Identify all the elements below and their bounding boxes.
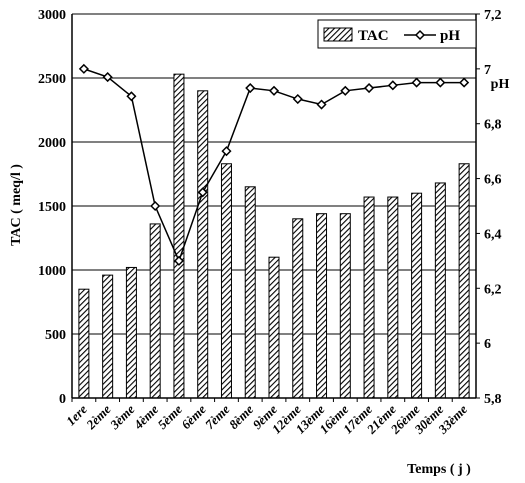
point-ph (173, 255, 185, 266)
point-ph (435, 77, 446, 88)
bar-tac (197, 90, 209, 399)
y2-tick-label: 6,4 (484, 227, 502, 242)
bar-tac (78, 288, 90, 399)
bar-tac (316, 213, 328, 399)
x-tick-label: 2ème (83, 401, 114, 432)
x-tick-label: 8ème (226, 401, 257, 432)
y-tick-label: 1500 (38, 200, 66, 215)
y-tick-label: 3000 (38, 8, 66, 23)
bar-tac (363, 196, 375, 399)
point-ph (245, 82, 256, 94)
point-ph (197, 187, 208, 198)
legend-ph-label: pH (440, 28, 460, 44)
point-ph (150, 200, 161, 212)
bar-tac (458, 163, 470, 399)
y2-axis-title: pH (491, 77, 510, 92)
y-tick-label: 2000 (38, 136, 66, 151)
y2-tick-label: 5,8 (484, 392, 502, 407)
legend: TAC pH (317, 19, 477, 49)
x-tick-label: 3ème (106, 401, 137, 432)
x-tick-label: 4ème (130, 401, 161, 432)
x-axis-title: Temps ( j ) (407, 462, 471, 477)
y-tick-label: 500 (45, 328, 66, 343)
bar-tac (149, 223, 161, 399)
y-tick-label: 0 (59, 392, 66, 407)
bar-tac (387, 196, 399, 399)
y2-tick-label: 6,6 (484, 173, 502, 188)
legend-tac-label: TAC (358, 28, 389, 44)
y-axis-title: TAC ( meq/l ) (9, 164, 24, 246)
legend-ph-marker (414, 29, 426, 41)
point-ph (340, 85, 351, 96)
bar-tac (244, 186, 256, 399)
point-ph (268, 85, 280, 96)
line-ph (83, 68, 465, 263)
y2-tick-label: 6,2 (484, 282, 502, 297)
bar-tac (411, 192, 423, 399)
bar-tac (125, 266, 137, 399)
y2-tick-label: 7 (484, 63, 491, 78)
bar-tac (292, 218, 304, 399)
bar-tac (173, 73, 185, 399)
y2-tick-label: 6 (484, 337, 491, 352)
point-ph (292, 93, 303, 105)
point-ph (126, 91, 137, 102)
bar-tac (434, 182, 446, 399)
point-ph (78, 63, 89, 74)
bar-tac (220, 163, 232, 399)
bar-tac (339, 213, 351, 399)
point-ph (411, 77, 422, 88)
x-tick-label: 5ème (155, 401, 186, 432)
point-ph (221, 146, 232, 157)
point-ph (102, 72, 113, 83)
point-ph (387, 80, 398, 91)
x-tick-label: 7ème (202, 401, 233, 432)
x-tick-label: 6ème (178, 401, 209, 432)
point-ph (363, 82, 375, 94)
y-tick-label: 1000 (38, 264, 66, 279)
point-ph (459, 77, 470, 88)
bar-tac (268, 256, 280, 399)
y2-tick-label: 7,2 (484, 8, 502, 23)
legend-tac-swatch (323, 27, 353, 42)
y-tick-label: 2500 (38, 72, 66, 87)
bar-tac (102, 274, 114, 399)
y2-tick-label: 6,8 (484, 118, 502, 133)
point-ph (316, 99, 327, 110)
